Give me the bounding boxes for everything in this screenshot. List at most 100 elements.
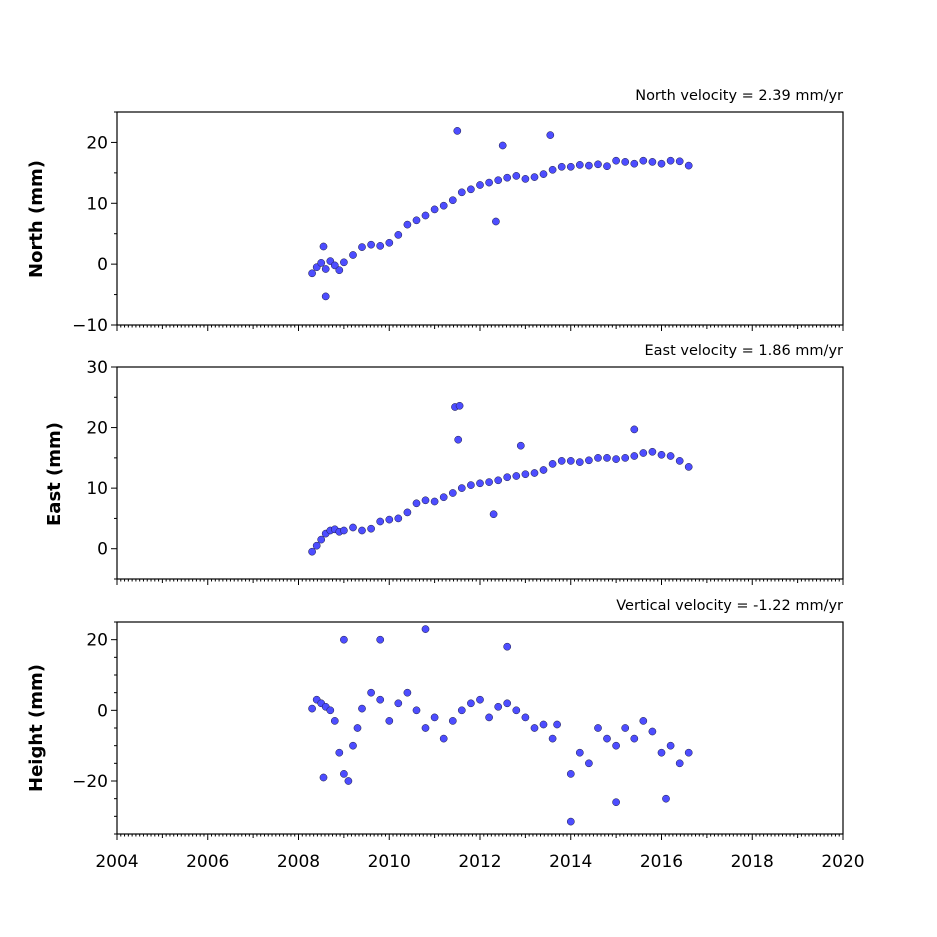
north-data-point xyxy=(575,161,584,169)
east-data-point xyxy=(308,547,316,556)
height-y-tick-label: 20 xyxy=(86,631,108,651)
height-data-point xyxy=(503,642,512,651)
north-data-point xyxy=(457,188,466,197)
height-data-point xyxy=(476,695,484,704)
east-data-point xyxy=(675,457,684,465)
north-data-point xyxy=(648,158,657,166)
height-data-point xyxy=(485,713,493,722)
east-data-point xyxy=(489,510,498,519)
north-data-point xyxy=(603,162,611,171)
east-data-point xyxy=(639,449,648,457)
height-data-point xyxy=(494,702,503,711)
height-data-point xyxy=(326,706,335,715)
north-data-point xyxy=(639,156,648,165)
east-data-point xyxy=(340,526,348,535)
height-data-point xyxy=(553,720,561,729)
height-data-point xyxy=(566,817,575,826)
height-data-point xyxy=(585,759,593,768)
height-data-point xyxy=(330,717,339,725)
north-data-point xyxy=(439,201,448,210)
north-data-point xyxy=(684,161,693,170)
east-data-point xyxy=(439,493,448,502)
height-data-point xyxy=(376,695,385,704)
height-data-point xyxy=(539,720,548,729)
height-data-point xyxy=(335,748,344,757)
east-data-point xyxy=(630,452,639,460)
height-data-point xyxy=(308,704,316,713)
north-data-point xyxy=(521,175,530,183)
north-data-point xyxy=(630,159,639,168)
north-data-point xyxy=(412,216,421,225)
east-data-point xyxy=(476,479,484,488)
east-data-point xyxy=(566,457,575,465)
north-data-point xyxy=(321,265,330,273)
north-panel: North velocity = 2.39 mm/yr North (mm) −… xyxy=(26,88,844,336)
east-data-point xyxy=(485,478,493,486)
height-data-point xyxy=(349,741,357,750)
north-y-tick-label: 10 xyxy=(86,194,108,214)
height-data-point xyxy=(421,724,430,732)
east-axes: 0 10 20 30 xyxy=(86,358,844,585)
north-data-point xyxy=(467,185,475,194)
north-data-point xyxy=(367,240,375,249)
east-data-point xyxy=(421,496,430,505)
north-y-tick-label: 20 xyxy=(86,133,108,153)
east-data-point xyxy=(603,454,611,462)
height-data-point xyxy=(340,635,348,644)
east-y-axis-label: East (mm) xyxy=(44,422,65,526)
height-data-point xyxy=(594,724,602,732)
north-data-points xyxy=(308,127,693,301)
height-x-tick-label: 2018 xyxy=(731,852,774,872)
height-data-point xyxy=(612,741,620,750)
east-data-point xyxy=(455,401,464,410)
east-data-point xyxy=(516,441,525,450)
height-data-point xyxy=(662,794,670,803)
height-x-tick-label: 2006 xyxy=(186,852,229,872)
north-data-point xyxy=(585,161,593,170)
height-data-point xyxy=(340,770,348,778)
height-data-point xyxy=(548,734,557,743)
height-data-point xyxy=(467,699,475,708)
height-data-point xyxy=(530,724,539,732)
north-data-point xyxy=(498,141,507,150)
height-data-point xyxy=(566,770,575,778)
height-data-point xyxy=(675,759,684,768)
east-y-tick-label: 0 xyxy=(97,540,108,560)
east-data-point xyxy=(648,447,657,456)
north-data-point xyxy=(453,127,462,135)
height-data-point xyxy=(439,734,448,743)
height-data-point xyxy=(684,748,693,757)
height-y-axis-label: Height (mm) xyxy=(26,664,47,792)
north-data-point xyxy=(530,173,539,181)
east-data-point xyxy=(548,460,557,468)
height-data-point xyxy=(621,724,630,732)
north-data-point xyxy=(394,231,403,239)
east-data-point xyxy=(317,535,326,544)
north-data-point xyxy=(376,242,385,250)
height-data-point xyxy=(512,706,521,715)
height-data-point xyxy=(457,706,466,715)
height-data-point xyxy=(639,717,648,725)
height-data-point xyxy=(353,724,362,732)
height-data-point xyxy=(358,704,366,713)
east-y-tick-label: 10 xyxy=(86,479,108,499)
north-data-point xyxy=(594,160,602,169)
east-data-points xyxy=(308,401,693,556)
east-data-point xyxy=(385,515,394,524)
east-data-point xyxy=(557,457,566,465)
north-data-point xyxy=(403,220,412,229)
east-data-point xyxy=(430,497,439,506)
north-data-point xyxy=(512,172,521,180)
height-y-tick-label: −20 xyxy=(72,772,108,792)
north-data-point xyxy=(340,258,348,267)
east-data-point xyxy=(358,526,366,535)
height-data-point xyxy=(648,727,657,736)
height-x-tick-label: 2008 xyxy=(277,852,320,872)
east-data-point xyxy=(612,455,620,463)
east-data-point xyxy=(403,508,412,517)
height-data-point xyxy=(430,713,439,722)
north-data-point xyxy=(503,173,512,182)
east-data-point xyxy=(684,463,693,471)
